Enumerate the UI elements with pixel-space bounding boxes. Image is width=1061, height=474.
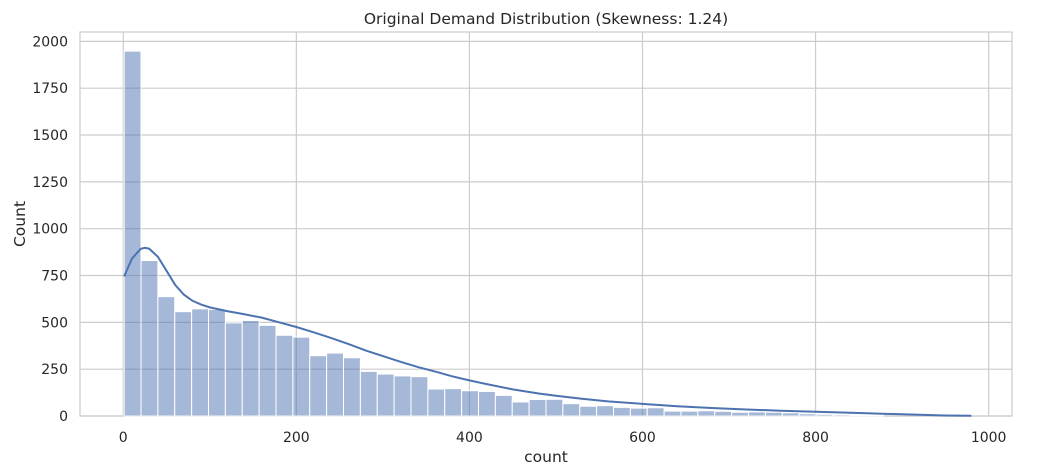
x-tick-label: 0 [119, 430, 128, 446]
histogram-bar [764, 411, 783, 417]
histogram-bar [393, 375, 412, 417]
histogram-bar [174, 311, 193, 417]
x-gridlines [122, 32, 990, 416]
histogram-bar [849, 414, 868, 417]
histogram-bar [191, 308, 210, 417]
histogram-bar [596, 405, 614, 417]
histogram-bar [714, 410, 733, 417]
x-tick-label: 600 [629, 430, 656, 446]
histogram-bar [427, 388, 446, 417]
histogram-bar [292, 336, 311, 417]
histogram-bar [309, 355, 328, 417]
histogram-bar [359, 370, 378, 417]
histogram-bar [781, 412, 800, 417]
histogram-bar [680, 410, 699, 417]
x-tick-label: 400 [456, 430, 483, 446]
y-tick-label: 1500 [32, 128, 68, 144]
histogram-bar [410, 376, 429, 417]
histogram-bar [629, 407, 648, 417]
histogram-bar [157, 296, 176, 417]
chart-title: Original Demand Distribution (Skewness: … [364, 10, 728, 28]
histogram-bar [275, 334, 294, 417]
histogram-bar [511, 401, 530, 417]
histogram-bar [747, 411, 766, 417]
histogram-bar [461, 390, 480, 417]
histogram-bar [528, 399, 547, 417]
x-tick-label: 1000 [971, 430, 1007, 446]
histogram-bar [697, 410, 716, 417]
histogram-bar [663, 410, 682, 417]
x-tick-label: 200 [283, 430, 310, 446]
histogram-bar [123, 50, 142, 417]
histogram-bar [646, 407, 665, 417]
histogram-bar [241, 319, 260, 417]
y-tick-labels: 0 250 500 750 1000 1250 1500 1750 2000 [32, 34, 68, 425]
histogram-bar [208, 308, 226, 417]
y-tick-label: 2000 [32, 34, 68, 50]
histogram-bar [731, 411, 749, 417]
histogram-bars [123, 50, 884, 417]
histogram-bar [579, 405, 598, 417]
x-tick-labels: 0 200 400 600 800 1000 [119, 430, 1007, 446]
histogram-bar [494, 394, 513, 417]
y-tick-label: 0 [59, 409, 68, 425]
histogram-bar [326, 352, 345, 417]
y-tick-label: 500 [41, 315, 68, 331]
y-tick-label: 1250 [32, 175, 68, 191]
histogram-bar [562, 403, 581, 417]
histogram-bar [478, 390, 496, 417]
y-tick-label: 1000 [32, 222, 68, 238]
y-tick-label: 1750 [32, 81, 68, 97]
histogram-bar [140, 260, 159, 417]
histogram-bar [815, 413, 834, 417]
x-tick-label: 800 [802, 430, 829, 446]
y-tick-label: 750 [41, 269, 68, 285]
histogram-bar [866, 414, 884, 417]
histogram-bar [343, 357, 361, 417]
y-axis-label: Count [11, 201, 29, 247]
histogram-bar [444, 388, 463, 417]
histogram-bar [258, 324, 277, 417]
histogram-bar [612, 406, 631, 417]
histogram-bar [376, 373, 395, 417]
histogram-bar [224, 322, 243, 417]
kde-curve [123, 246, 972, 417]
x-axis-label: count [524, 448, 568, 466]
y-tick-label: 250 [41, 362, 68, 378]
histogram-bar [832, 414, 851, 417]
histogram-bar [798, 413, 817, 417]
histogram-bar [545, 398, 564, 417]
